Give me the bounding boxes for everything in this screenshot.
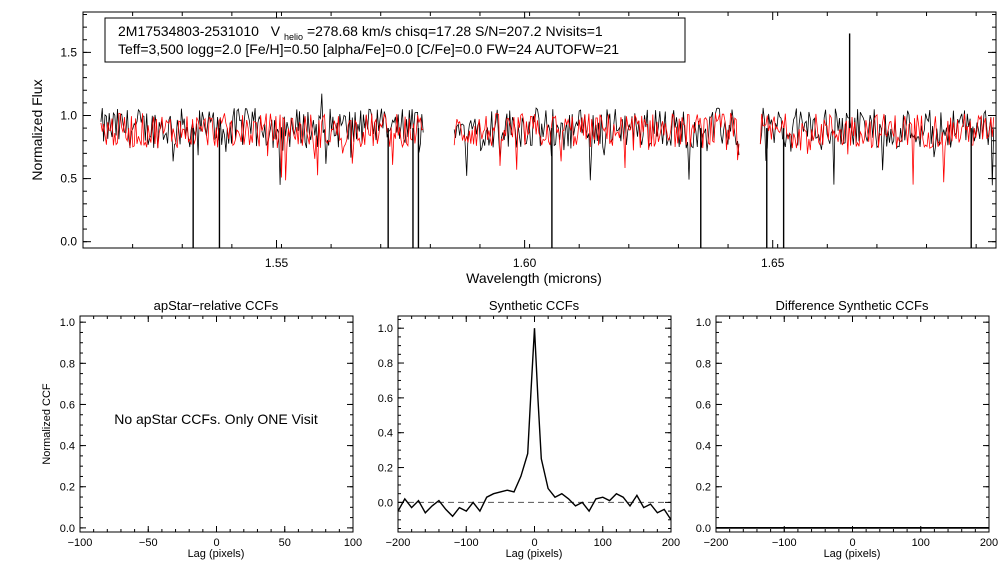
star-id: 2M17534803-2531010	[118, 23, 259, 39]
apstar-ccf-annotation: No apStar CCFs. Only ONE Visit	[114, 411, 318, 427]
spectrum-plot-frame	[82, 11, 997, 249]
x-tick-label: 100	[912, 537, 930, 549]
x-tick-label: −100	[454, 537, 479, 549]
info-line-1: 2M17534803-2531010 V helio =278.68 km/s …	[118, 23, 603, 43]
model-spectrum-line	[100, 112, 424, 181]
x-tick-label: 100	[344, 537, 362, 549]
x-tick-label: −100	[68, 537, 93, 549]
synthetic-ccf-series	[397, 328, 672, 521]
y-tick-label: 1.0	[378, 323, 393, 335]
difference-ccf-title: Difference Synthetic CCFs	[776, 298, 929, 313]
y-tick-label: 0.2	[378, 463, 393, 475]
y-tick-label: 1.0	[696, 317, 711, 329]
synthetic-ccf-line	[397, 328, 672, 521]
x-tick-label: 0	[213, 537, 219, 549]
x-tick-label: 1.60	[513, 256, 537, 270]
x-tick-label: 1.55	[265, 256, 289, 270]
difference-ccf-panel: Difference Synthetic CCFs −200 −100 0 100 20…	[696, 298, 998, 560]
synthetic-ccf-ticks: −200 −100 0 100 200 0.0 0.2 0.4 0.6 0.8 1.0	[378, 316, 680, 549]
model-spectrum-line	[759, 113, 995, 185]
y-tick-label: 0.2	[696, 482, 711, 494]
synthetic-ccf-title: Synthetic CCFs	[489, 298, 580, 313]
y-tick-label: 0.0	[60, 523, 75, 535]
apstar-ccf-x-axis-label: Lag (pixels)	[188, 548, 245, 560]
x-tick-label: 0	[531, 537, 537, 549]
y-tick-label: 0.4	[696, 441, 711, 453]
y-tick-label: 0.6	[378, 393, 393, 405]
x-tick-label: 100	[594, 537, 612, 549]
y-tick-label: 0.8	[696, 358, 711, 370]
x-tick-label: 50	[279, 537, 291, 549]
y-tick-label: 1.5	[60, 45, 77, 59]
apstar-ccf-title: apStar−relative CCFs	[154, 298, 279, 313]
velocity-symbol: V	[271, 23, 281, 39]
apstar-ccf-panel: apStar−relative CCFs −100 −50 0 50 100 0.0 0.2…	[41, 298, 362, 560]
y-tick-label: 0.0	[378, 497, 393, 509]
info-line-2: Teff=3,500 logg=2.0 [Fe/H]=0.50 [alpha/F…	[118, 41, 619, 57]
spectrum-ticks: 1.55 1.60 1.65 0.0 0.5 1.0 1.5	[60, 12, 996, 270]
y-tick-label: 0.2	[60, 482, 75, 494]
fit-summary: =278.68 km/s chisq=17.28 S/N=207.2 Nvisi…	[307, 23, 603, 39]
y-tick-label: 0.8	[60, 358, 75, 370]
x-tick-label: −200	[704, 537, 729, 549]
y-tick-label: 0.8	[378, 358, 393, 370]
observed-spectrum-line	[453, 107, 740, 181]
difference-ccf-x-axis-label: Lag (pixels)	[824, 548, 881, 560]
spectrum-panel: 1.55 1.60 1.65 0.0 0.5 1.0 1.5 Wavelength (mic…	[29, 11, 997, 286]
x-tick-label: 200	[662, 537, 680, 549]
y-tick-label: 0.4	[60, 441, 75, 453]
apstar-ccf-ticks: −100 −50 0 50 100 0.0 0.2 0.4 0.6 0.8 1.0	[60, 316, 362, 549]
velocity-subscript: helio	[284, 32, 303, 42]
y-tick-label: 0.0	[696, 523, 711, 535]
synthetic-ccf-x-axis-label: Lag (pixels)	[506, 548, 563, 560]
spectrum-x-axis-label: Wavelength (microns)	[466, 270, 602, 286]
synthetic-ccf-panel: Synthetic CCFs −200 −100 0 100 200 0.0 0.2 0.4 0…	[378, 298, 680, 560]
y-tick-label: 1.0	[60, 108, 77, 122]
info-box	[104, 17, 686, 63]
y-tick-label: 0.4	[378, 428, 393, 440]
y-tick-label: 0.0	[60, 235, 77, 249]
y-tick-label: 0.5	[60, 172, 77, 186]
spectrum-y-axis-label: Normalized Flux	[29, 79, 45, 180]
x-tick-label: −200	[386, 537, 411, 549]
model-spectrum-line	[453, 112, 740, 170]
y-tick-label: 1.0	[60, 317, 75, 329]
x-tick-label: −50	[139, 537, 158, 549]
x-tick-label: 200	[980, 537, 998, 549]
spectrum-series	[100, 33, 995, 248]
difference-ccf-ticks: −200 −100 0 100 200 0.0 0.2 0.4 0.6 0.8 1.0	[696, 316, 998, 549]
x-tick-label: 0	[849, 537, 855, 549]
observed-spectrum-line	[759, 107, 995, 186]
x-tick-label: 1.65	[761, 256, 785, 270]
y-tick-label: 0.6	[696, 399, 711, 411]
difference-ccf-plot-frame	[715, 315, 990, 533]
observed-spectrum-line	[100, 93, 424, 185]
y-tick-label: 0.6	[60, 399, 75, 411]
synthetic-ccf-plot-frame	[397, 315, 672, 533]
x-tick-label: −100	[772, 537, 797, 549]
apstar-ccf-y-axis-label: Normalized CCF	[41, 383, 53, 465]
